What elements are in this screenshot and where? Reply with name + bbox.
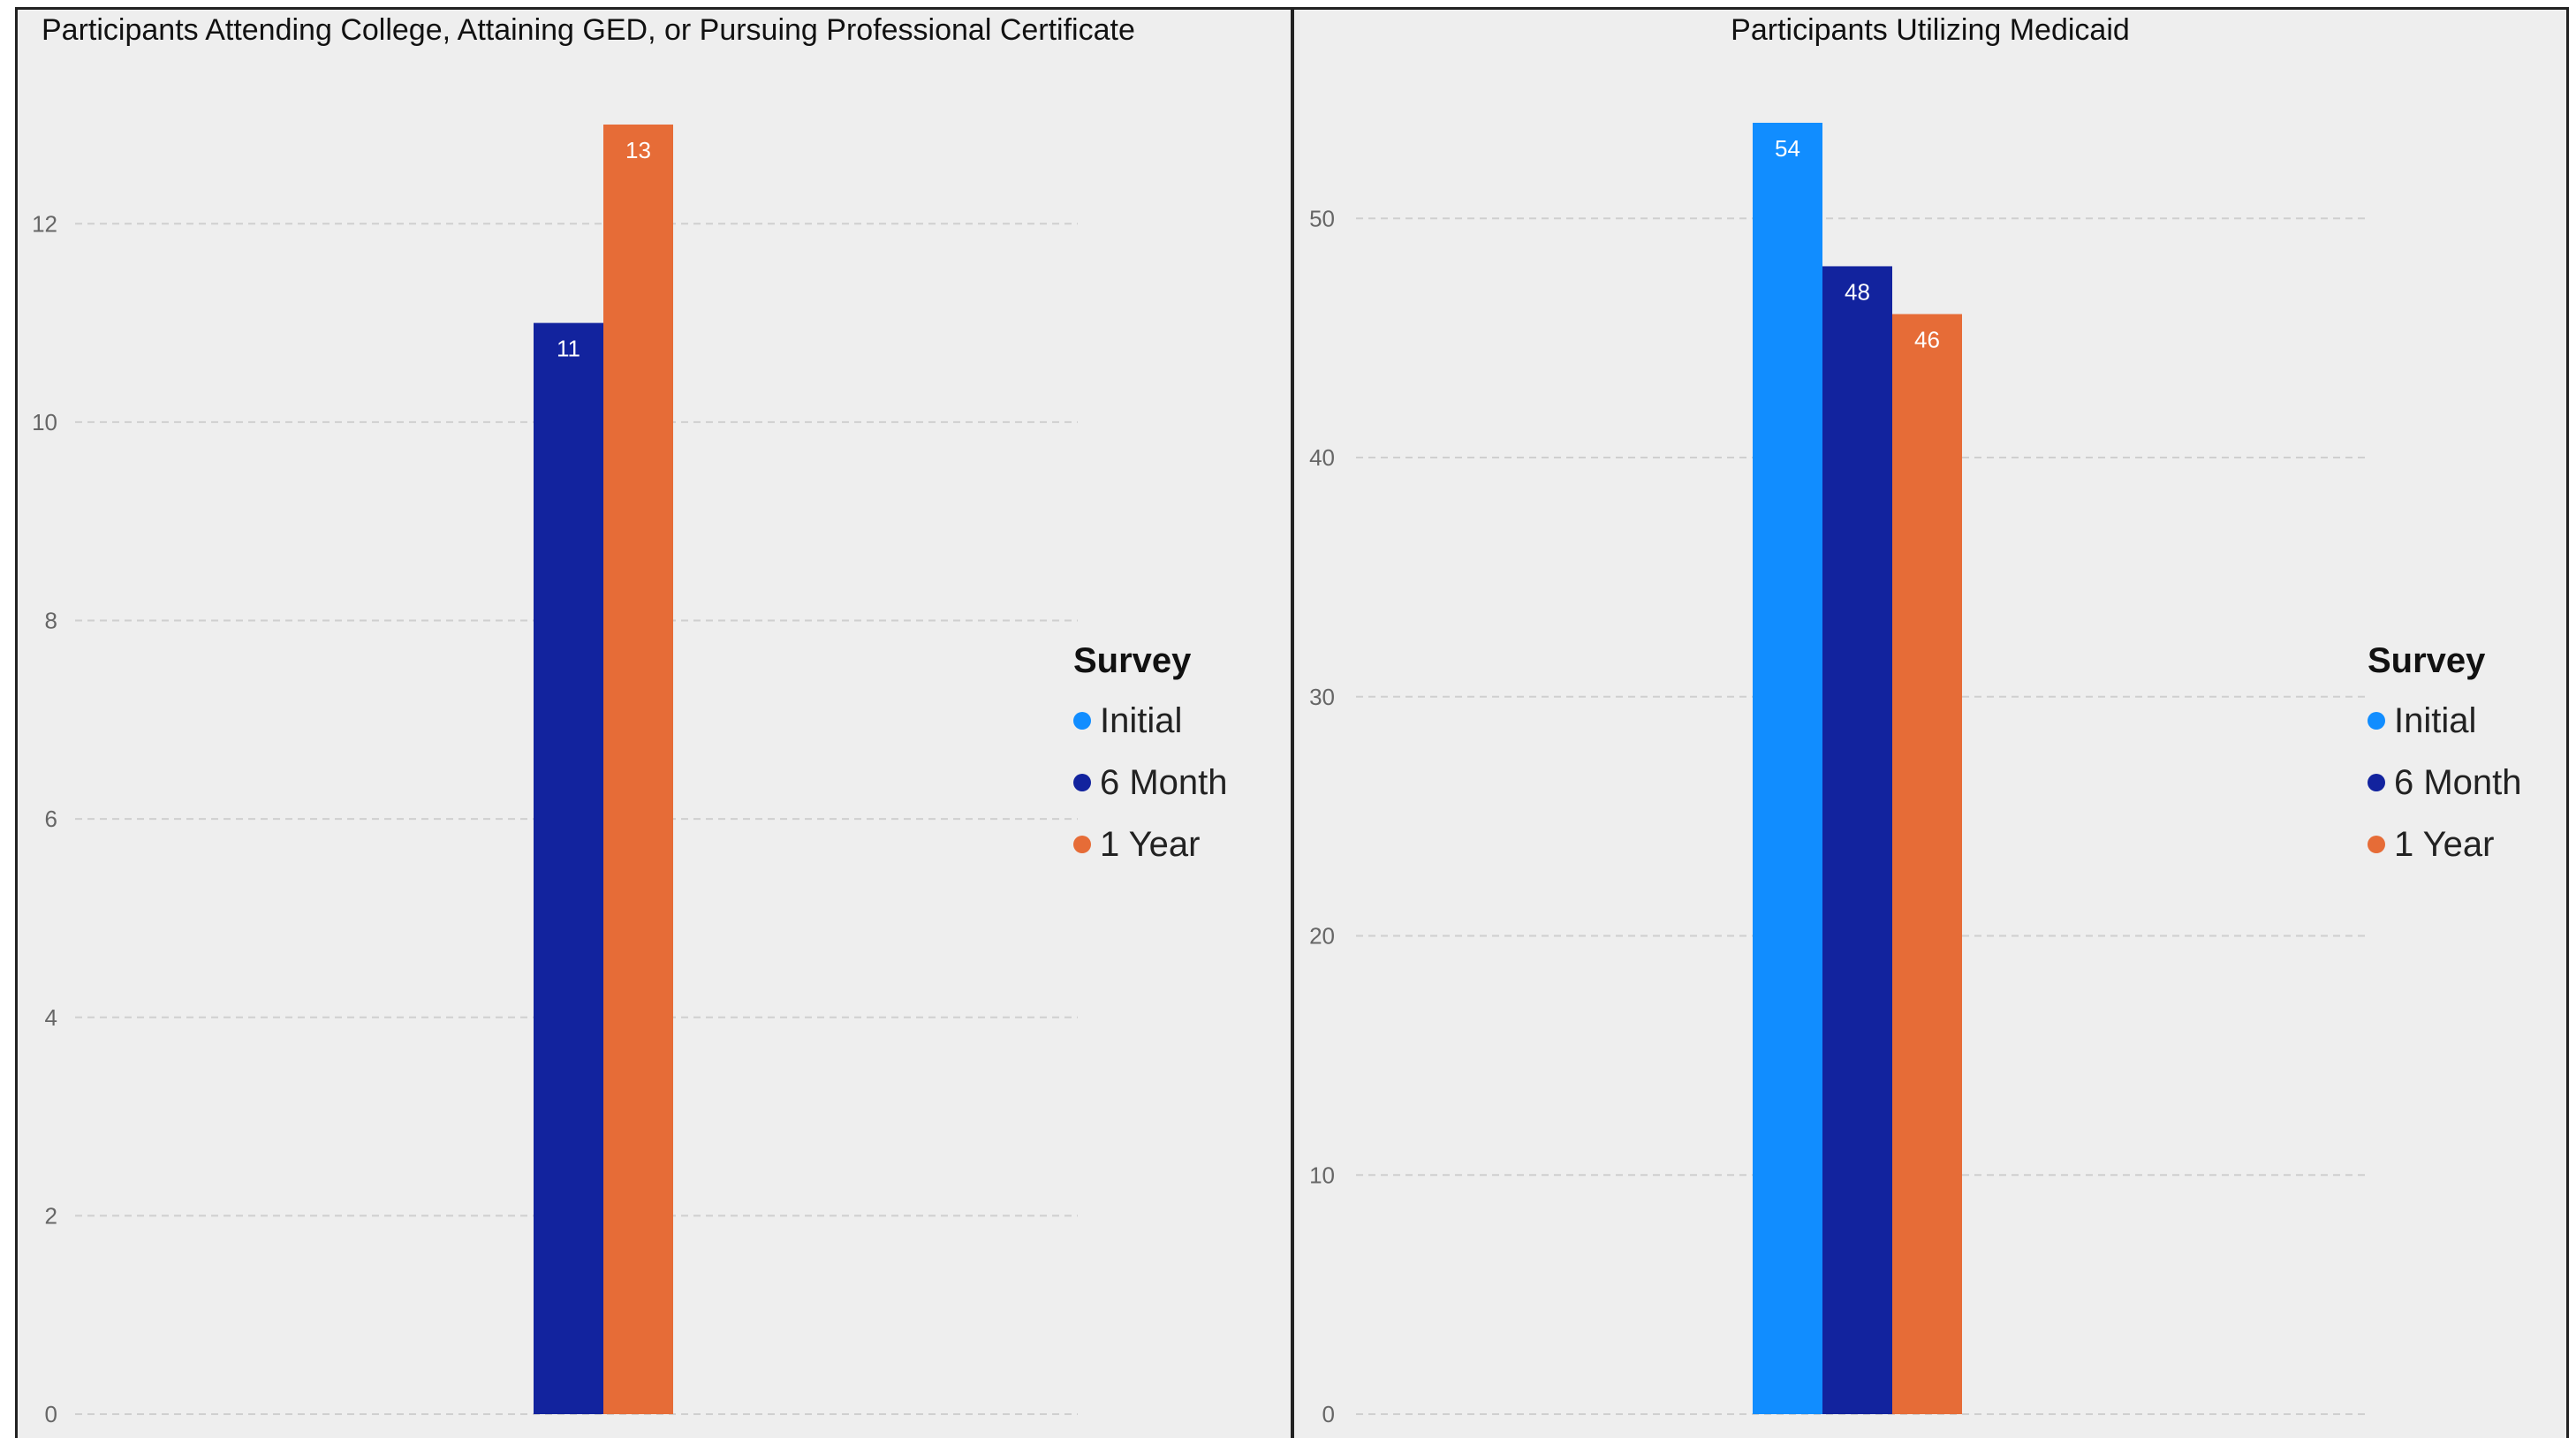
bar-6-month[interactable] — [1822, 266, 1892, 1414]
legend-item-1-year[interactable]: 1 Year — [2368, 814, 2522, 875]
y-tick-label: 4 — [45, 1004, 57, 1031]
y-tick-label: 30 — [1309, 684, 1335, 710]
legend-dot-icon — [2368, 712, 2385, 730]
legend-label: 1 Year — [1100, 824, 1201, 864]
chart-title: Participants Attending College, Attainin… — [42, 13, 1135, 47]
legend-label: 1 Year — [2394, 824, 2495, 864]
legend-label: Initial — [1100, 700, 1183, 740]
legend-item-6-month[interactable]: 6 Month — [1073, 752, 1228, 814]
y-tick-label: 2 — [45, 1202, 57, 1229]
data-label: 13 — [625, 137, 651, 163]
chart-panel-medicaid: Participants Utilizing Medicaid 0 10 20 30 4… — [1291, 7, 2569, 1438]
legend-item-1-year[interactable]: 1 Year — [1073, 814, 1228, 875]
y-tick-label: 0 — [45, 1401, 57, 1427]
plot-area: 0 10 20 30 40 50 54 48 46 — [1309, 123, 2368, 1427]
data-label: 11 — [557, 336, 580, 362]
y-tick-label: 0 — [1322, 1401, 1335, 1427]
legend: Survey Initial 6 Month 1 Year — [1073, 641, 1228, 875]
legend-dot-icon — [2368, 836, 2385, 853]
chart-panel-education: Participants Attending College, Attainin… — [15, 7, 1292, 1438]
bar-initial[interactable] — [1753, 123, 1822, 1414]
legend-item-initial[interactable]: Initial — [2368, 690, 2522, 752]
legend-title: Survey — [1073, 641, 1192, 680]
legend: Survey Initial 6 Month 1 Year — [2368, 641, 2522, 875]
bar-1-year[interactable] — [603, 125, 673, 1414]
y-tick-label: 50 — [1309, 205, 1335, 231]
legend-dot-icon — [2368, 774, 2385, 791]
data-label: 46 — [1914, 327, 1940, 353]
legend-label: Initial — [2394, 700, 2477, 740]
y-tick-label: 8 — [45, 608, 57, 634]
legend-title: Survey — [2368, 641, 2486, 680]
legend-item-6-month[interactable]: 6 Month — [2368, 752, 2522, 814]
y-tick-label: 12 — [32, 210, 57, 237]
y-tick-label: 10 — [32, 409, 57, 435]
chart-title: Participants Utilizing Medicaid — [1731, 13, 2130, 47]
y-tick-label: 40 — [1309, 444, 1335, 471]
bar-6-month[interactable] — [534, 322, 603, 1415]
legend-dot-icon — [1073, 774, 1091, 791]
bar-1-year[interactable] — [1892, 314, 1962, 1415]
legend-dot-icon — [1073, 836, 1091, 853]
legend-dot-icon — [1073, 712, 1091, 730]
plot-area: 0 2 4 6 8 10 12 11 13 — [32, 125, 1078, 1427]
data-label: 54 — [1775, 135, 1800, 162]
y-tick-label: 6 — [45, 806, 57, 832]
y-tick-label: 10 — [1309, 1162, 1335, 1188]
y-tick-label: 20 — [1309, 923, 1335, 950]
legend-label: 6 Month — [2394, 762, 2522, 802]
legend-item-initial[interactable]: Initial — [1073, 690, 1228, 752]
legend-label: 6 Month — [1100, 762, 1228, 802]
data-label: 48 — [1845, 278, 1870, 305]
